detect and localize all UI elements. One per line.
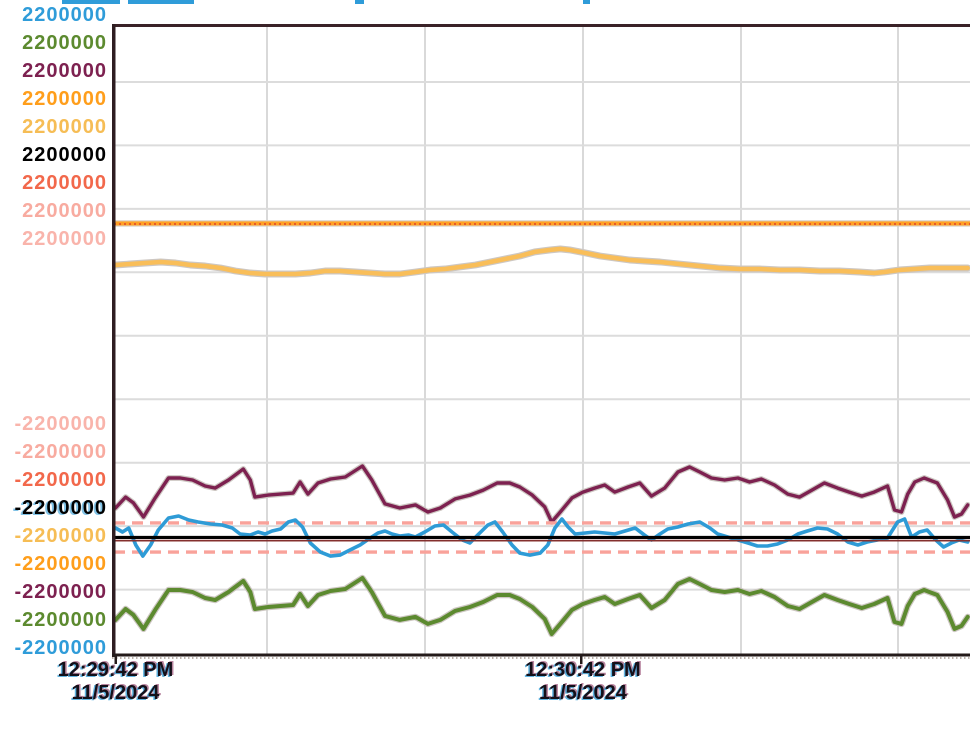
y-axis-amber-min-label: -2200000 xyxy=(14,525,107,547)
y-axis-pink-min-label: -2200000 xyxy=(14,441,107,463)
y-axis-green-max-label: 2200000 xyxy=(22,32,107,54)
y-axis-maroon-max-label: 2200000 xyxy=(22,60,107,82)
green-wave-halo xyxy=(114,574,970,638)
x-axis-major-tick xyxy=(580,655,583,664)
plot-top-border xyxy=(112,24,970,27)
maroon-wave xyxy=(114,464,970,524)
plot-left-border xyxy=(112,24,116,657)
clipped-legend-fragment xyxy=(62,0,120,4)
plot-bottom-border xyxy=(112,653,970,657)
clipped-legend-fragment xyxy=(355,0,364,4)
y-axis-pink-light-max-label: 2200000 xyxy=(22,228,107,250)
y-axis-coral-min-label: -2200000 xyxy=(14,469,107,491)
x-tick-time: 12:29:42 PM xyxy=(57,659,174,681)
y-axis-pink-light-min-label: -2200000 xyxy=(14,413,107,435)
y-axis-orange-min-label: -2200000 xyxy=(14,553,107,575)
x-tick-date: 11/5/2024 xyxy=(71,682,160,704)
x-axis-major-tick xyxy=(114,655,117,664)
y-axis-black-max-label: 2200000 xyxy=(22,144,107,166)
y-axis-blue-max-label: 2200000 xyxy=(22,4,107,26)
green-wave xyxy=(114,576,970,636)
maroon-wave-halo xyxy=(114,463,970,525)
amber-wave xyxy=(114,246,970,277)
blue-signal xyxy=(114,514,970,558)
y-axis-black-min-label: -2200000 xyxy=(14,497,107,519)
y-axis-pink-max-label: 2200000 xyxy=(22,200,107,222)
x-axis-tick-label: 12:30:42 PM 11/5/2024 xyxy=(483,659,683,705)
clipped-legend-fragment xyxy=(128,0,194,4)
y-axis-amber-max-label: 2200000 xyxy=(22,116,107,138)
clipped-legend-fragment xyxy=(583,0,590,4)
x-axis-tick-label: 12:29:42 PM 11/5/2024 xyxy=(16,659,216,705)
y-axis-maroon-min-label: -2200000 xyxy=(14,581,107,603)
plot-area xyxy=(114,25,970,655)
y-axis-coral-max-label: 2200000 xyxy=(22,172,107,194)
y-axis-green-min-label: -2200000 xyxy=(14,609,107,631)
y-axis-orange-max-label: 2200000 xyxy=(22,88,107,110)
x-tick-time: 12:30:42 PM xyxy=(525,659,641,681)
y-axis-blue-min-label: -2200000 xyxy=(14,637,107,659)
x-tick-date: 11/5/2024 xyxy=(538,682,627,704)
